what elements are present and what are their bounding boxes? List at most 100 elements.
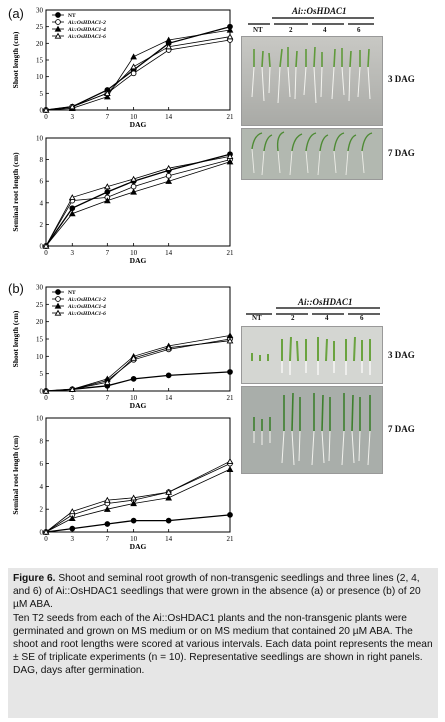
data-point — [226, 33, 234, 40]
y-tick-label: 6 — [40, 178, 44, 186]
data-point — [165, 488, 173, 495]
y-tick-label: 0 — [40, 243, 44, 251]
x-tick-label: 21 — [227, 113, 235, 121]
series-line — [45, 156, 231, 247]
data-point — [104, 189, 111, 195]
x-axis-label: DAG — [130, 120, 147, 129]
photo-a-col-4: 4 — [323, 26, 327, 34]
plot-frame — [45, 137, 231, 247]
legend-entry: Ai::OsHDAC1-6 — [67, 311, 106, 317]
legend-entry: Ai::OsHDAC1-4 — [67, 304, 106, 310]
y-tick-label: 10 — [36, 353, 44, 361]
data-point — [130, 63, 137, 70]
data-point — [130, 376, 137, 382]
series-line — [45, 463, 231, 533]
chart-b-root-svg: 0 2 4 6 8 10 0 3 7 10 14 21 DAG Seminal root length (… — [11, 415, 235, 552]
x-tick-label: 7 — [106, 249, 110, 257]
chart-b-shoot-svg: 0 5 10 15 20 25 30 0 3 7 10 14 21 DAG Shoot length (cm… — [11, 284, 235, 411]
x-tick-label: 0 — [44, 249, 48, 257]
series-line — [45, 39, 231, 111]
x-tick-label: 7 — [106, 535, 110, 543]
panel-label-b: (b) — [8, 281, 24, 296]
data-point — [103, 197, 111, 204]
series-2 — [42, 158, 234, 249]
y-tick-label: 2 — [40, 221, 44, 229]
data-point — [130, 354, 137, 361]
series-line — [45, 468, 231, 533]
series-1 — [43, 37, 233, 113]
y-tick-label: 6 — [40, 460, 44, 468]
series-line — [45, 338, 231, 392]
series-line — [45, 460, 231, 533]
x-tick-label: 21 — [227, 249, 235, 257]
chart-a-shoot-svg: 0 5 10 15 20 25 30 0 3 7 10 14 21 DAG Shoot length (cm… — [11, 7, 235, 130]
data-point — [103, 90, 111, 96]
photo-b-7dag — [241, 386, 383, 474]
caption-body: Ten T2 seeds from each of the Ai::OsHDAC… — [13, 612, 433, 677]
data-point — [103, 496, 111, 503]
data-point — [165, 372, 172, 379]
series-line — [45, 161, 231, 247]
data-point — [227, 512, 233, 518]
photo-a-label-3dag: 3 DAG — [388, 74, 415, 84]
y-tick-label: 4 — [40, 483, 44, 491]
legend-entry: Ai::OsHDAC1-4 — [67, 27, 106, 33]
chart-a-shoot: 0 5 10 15 20 25 30 0 3 7 10 14 21 DAG Shoot length (cm… — [6, 4, 238, 132]
y-tick-label: 0 — [40, 529, 44, 537]
x-tick-label: 3 — [71, 249, 75, 257]
legend-marker — [54, 32, 62, 39]
x-tick-label: 10 — [130, 249, 138, 257]
x-tick-label: 14 — [165, 249, 173, 257]
x-tick-label: 14 — [165, 535, 173, 543]
figure-caption: Figure 6. Shoot and seminal root growth … — [8, 568, 438, 718]
caption-figure-label: Figure 6. — [13, 573, 56, 584]
y-tick-label: 10 — [36, 415, 44, 423]
data-point — [68, 194, 76, 201]
data-point — [103, 183, 111, 190]
x-tick-label: 21 — [227, 535, 235, 543]
legend-entry: Ai::OsHDAC1-6 — [67, 34, 106, 40]
legend-entry: Ai::OsHDAC1-2 — [67, 20, 106, 26]
data-point — [130, 494, 137, 501]
caption-title-text: Shoot and seminal root growth of non-tra… — [13, 573, 421, 611]
x-tick-label: 10 — [130, 113, 138, 121]
y-tick-label: 2 — [40, 506, 44, 514]
data-point — [130, 517, 137, 524]
data-point — [165, 43, 173, 50]
photo-b-col-2: 2 — [291, 314, 295, 322]
photo-a-3dag — [241, 36, 383, 126]
series-line — [45, 514, 231, 533]
data-point — [226, 153, 234, 160]
data-point — [68, 103, 76, 110]
photo-b-header: Ai::OsHDAC1 — [298, 297, 353, 307]
series-3 — [42, 458, 234, 535]
y-tick-label: 20 — [36, 40, 44, 48]
data-point — [165, 517, 172, 524]
series-line — [45, 36, 231, 111]
series-line — [45, 159, 231, 247]
photo-b-3dag — [241, 326, 383, 384]
y-tick-label: 30 — [36, 284, 44, 292]
y-tick-label: 4 — [40, 199, 44, 207]
legend-marker — [55, 289, 61, 295]
y-tick-label: 0 — [40, 388, 44, 396]
data-point — [165, 36, 173, 43]
data-point — [226, 458, 234, 464]
x-tick-label: 10 — [130, 394, 138, 402]
chart-b-root: 0 2 4 6 8 10 0 3 7 10 14 21 DAG Seminal root length (… — [6, 412, 238, 554]
y-tick-label: 25 — [36, 23, 44, 31]
plot-frame — [45, 417, 231, 533]
data-point — [130, 500, 137, 507]
y-tick-label: 5 — [40, 90, 44, 98]
data-point — [165, 177, 173, 184]
legend-marker — [54, 302, 62, 309]
x-tick-label: 10 — [130, 535, 138, 543]
data-point — [69, 205, 76, 212]
chart-a-root: 0 2 4 6 8 10 0 3 7 10 14 21 DAG Seminal root length (… — [6, 132, 238, 268]
legend-marker — [54, 25, 62, 32]
x-tick-label: 14 — [165, 394, 173, 402]
x-tick-label: 21 — [227, 394, 235, 402]
photo-b-col-nt: NT — [252, 314, 262, 322]
legend-marker — [54, 309, 62, 316]
data-point — [42, 106, 50, 113]
